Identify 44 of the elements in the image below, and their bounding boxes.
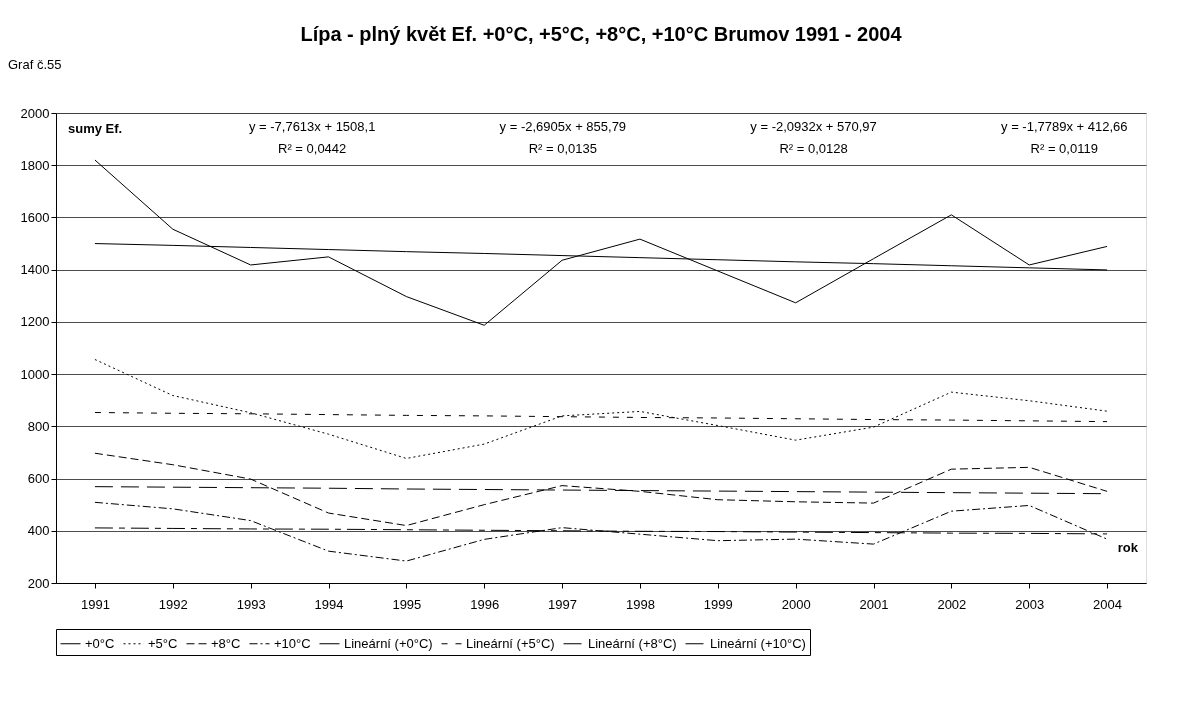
x-tick-label: 1995 bbox=[392, 596, 422, 612]
y-tick-label: 1600 bbox=[20, 209, 50, 225]
annotation: y = -2,6905x + 855,79 bbox=[499, 119, 627, 134]
chart-title: Lípa - plný květ Ef. +0°C, +5°C, +8°C, +10°C Brumov 1991 - 2004 bbox=[300, 23, 903, 45]
y-tick-label: 600 bbox=[27, 471, 50, 487]
x-tick-label: 2000 bbox=[781, 596, 811, 612]
annotation: R² = 0,0442 bbox=[278, 141, 347, 156]
y-tick-label: 800 bbox=[27, 418, 50, 434]
x-tick-label: 1994 bbox=[314, 596, 344, 612]
x-tick-label: 1996 bbox=[470, 596, 500, 612]
y-axis-title: sumy Ef. bbox=[68, 121, 123, 136]
x-tick-label: 2002 bbox=[937, 596, 967, 612]
x-tick-label: 2003 bbox=[1015, 596, 1045, 612]
y-tick-label: 400 bbox=[27, 523, 50, 539]
x-tick-label: 1993 bbox=[236, 596, 266, 612]
x-tick-label: 1992 bbox=[158, 596, 188, 612]
legend-label: Lineární (+5°C) bbox=[466, 635, 555, 651]
legend-label: +0°C bbox=[85, 635, 115, 651]
y-tick-label: 1400 bbox=[20, 262, 50, 278]
x-tick-label: 1998 bbox=[625, 596, 655, 612]
legend-label: Lineární (+8°C) bbox=[588, 635, 677, 651]
annotation: y = -7,7613x + 1508,1 bbox=[248, 119, 376, 134]
x-axis-title: rok bbox=[1117, 540, 1139, 555]
annotation: y = -1,7789x + 412,66 bbox=[1001, 119, 1128, 134]
legend-label: +10°C bbox=[274, 635, 311, 651]
annotation: R² = 0,0119 bbox=[1030, 141, 1098, 156]
legend-label: Lineární (+0°C) bbox=[344, 635, 433, 651]
legend-label: Lineární (+10°C) bbox=[710, 635, 806, 651]
legend-label: +8°C bbox=[211, 635, 241, 651]
text: Graf č.55 bbox=[8, 57, 62, 72]
y-tick-label: 1800 bbox=[20, 157, 50, 173]
y-tick-label: 1000 bbox=[20, 366, 50, 382]
y-tick-label: 2000 bbox=[20, 105, 50, 121]
y-tick-label: 1200 bbox=[20, 314, 50, 330]
x-tick-label: 2001 bbox=[859, 596, 889, 612]
x-tick-label: 1991 bbox=[80, 596, 110, 612]
annotation: y = -2,0932x + 570,97 bbox=[750, 119, 877, 134]
annotation: R² = 0,0128 bbox=[779, 141, 848, 156]
x-tick-label: 1997 bbox=[548, 596, 578, 612]
legend-label: +5°C bbox=[148, 635, 178, 651]
x-tick-label: 2004 bbox=[1093, 596, 1123, 612]
annotation: R² = 0,0135 bbox=[528, 141, 597, 156]
x-tick-label: 1999 bbox=[703, 596, 733, 612]
y-tick-label: 200 bbox=[27, 575, 50, 591]
